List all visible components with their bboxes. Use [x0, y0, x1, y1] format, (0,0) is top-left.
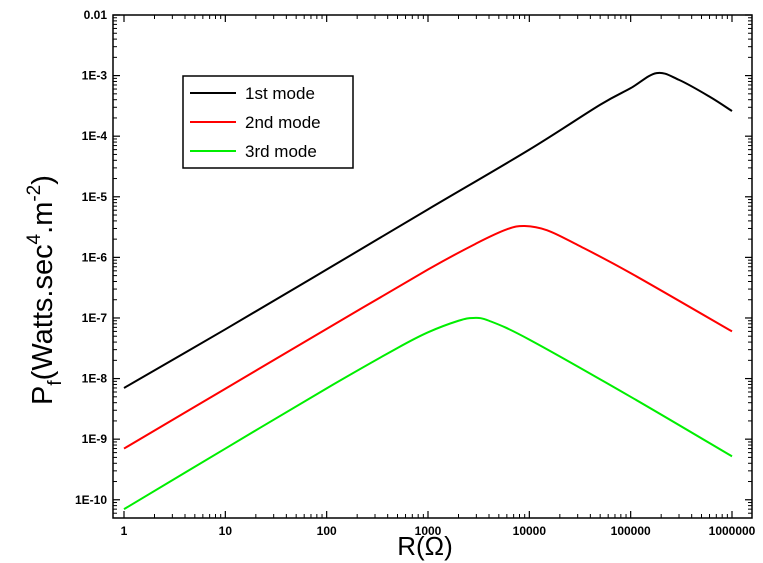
x-axis-title: R(Ω) — [397, 531, 453, 561]
x-axis: 1 10 100 1000 10000 100000 1000000 — [121, 15, 756, 538]
x-tick-label: 10 — [219, 524, 233, 538]
y-tick-label: 1E-3 — [82, 69, 108, 83]
y-tick-label: 1E-10 — [75, 493, 107, 507]
series-line-2 — [123, 224, 733, 450]
legend-label-2nd-mode: 2nd mode — [245, 113, 321, 132]
y-tick-label: 1E-5 — [82, 190, 108, 204]
legend-label-3rd-mode: 3rd mode — [245, 142, 317, 161]
legend-label-1st-mode: 1st mode — [245, 84, 315, 103]
y-tick-label: 1E-4 — [82, 129, 108, 143]
x-tick-label: 100 — [317, 524, 337, 538]
y-tick-label: 1E-9 — [82, 432, 108, 446]
y-tick-label: 0.01 — [84, 8, 108, 22]
x-tick-label: 100000 — [611, 524, 651, 538]
series-lines — [123, 71, 733, 511]
x-tick-label: 1 — [121, 524, 128, 538]
series-line-3 — [123, 316, 733, 511]
y-tick-label: 1E-8 — [82, 372, 108, 386]
x-tick-label: 1000 — [415, 524, 442, 538]
x-tick-label: 10000 — [513, 524, 547, 538]
x-tick-label: 1000000 — [709, 524, 756, 538]
legend: 1st mode 2nd mode 3rd mode — [182, 75, 354, 169]
y-tick-label: 1E-6 — [82, 250, 108, 264]
y-tick-label: 1E-7 — [82, 311, 108, 325]
y-axis-title: Pf(Watts.sec4.m-2) — [24, 175, 66, 405]
series-line-1 — [123, 71, 733, 389]
y-axis: 1E-10 1E-9 1E-8 1E-7 1E-6 1E-5 1E-4 1E-3 0.01 — [75, 8, 752, 514]
